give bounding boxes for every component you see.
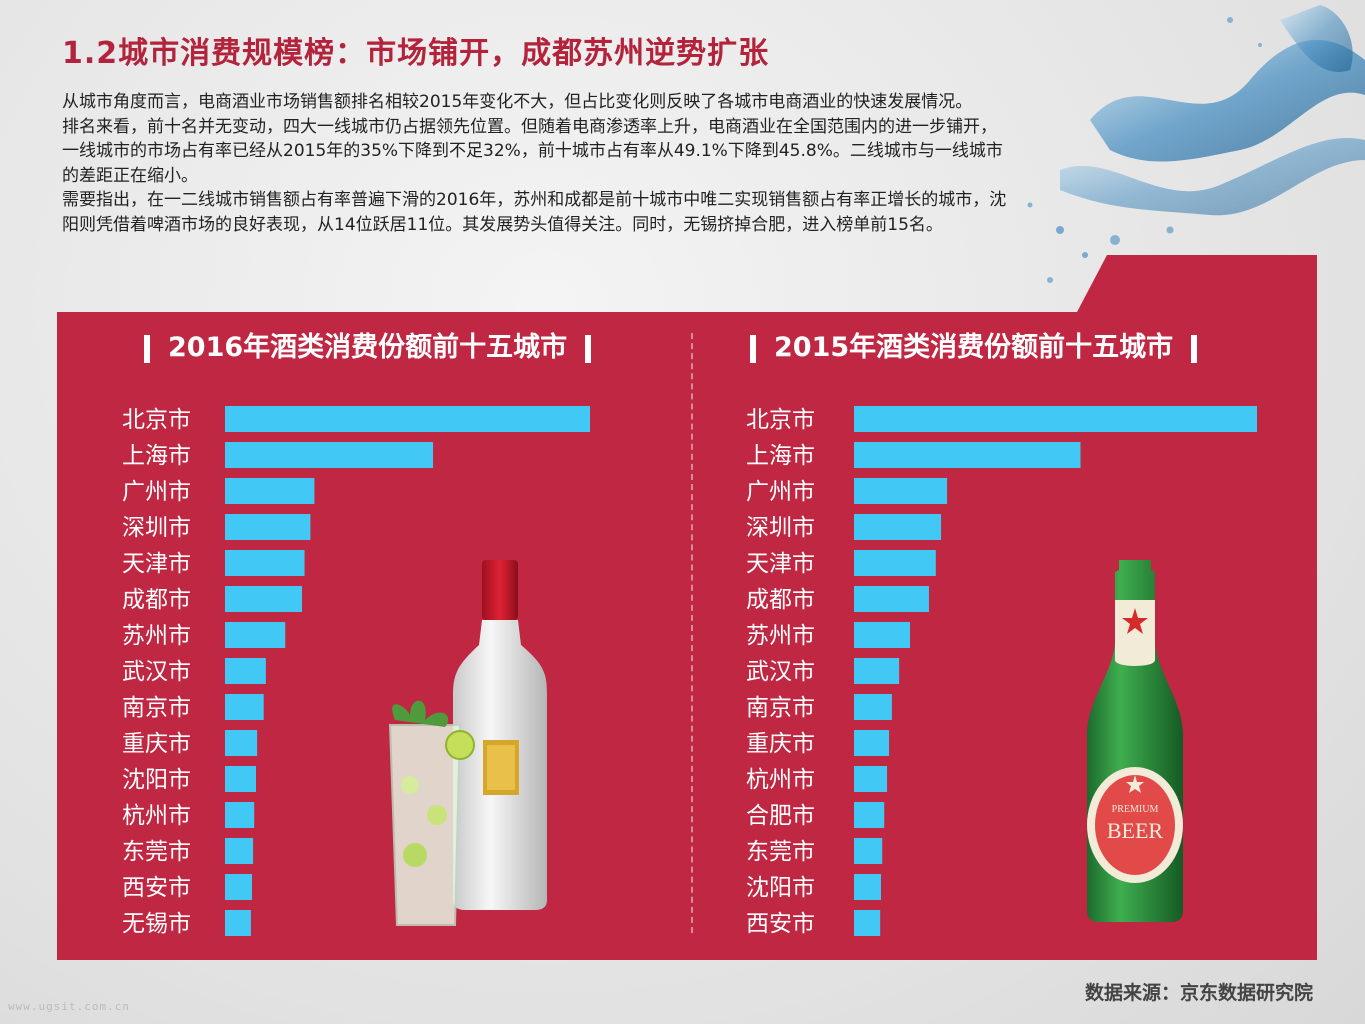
data-source: 数据来源：京东数据研究院 xyxy=(1084,982,1313,1004)
chart-divider xyxy=(691,333,693,933)
beer-label-beer: BEER xyxy=(1107,818,1164,843)
beer-bottle-illustration: PREMIUM BEER xyxy=(1087,560,1183,922)
intro-paragraph-3: 需要指出，在一二线城市销售额占有率普遍下滑的2016年，苏州和成都是前十城市中唯… xyxy=(62,190,1007,235)
chart-title-2016: 2016年酒类消费份额前十五城市 xyxy=(144,333,609,363)
page-title: 1.2城市消费规模榜：市场铺开，成都苏州逆势扩张 xyxy=(62,36,770,71)
liquor-bottle-illustration xyxy=(388,560,547,926)
intro-paragraph-2: 排名来看，前十名并无变动，四大一线城市仍占据领先位置。但随着电商渗透率上升，电商… xyxy=(62,116,1003,186)
beer-label-premium: PREMIUM xyxy=(1112,804,1159,815)
intro-text: 从城市角度而言，电商酒业市场销售额排名相较2015年变化不大，但占比变化则反映了… xyxy=(62,90,1012,237)
intro-paragraph-1: 从城市角度而言，电商酒业市场销售额排名相较2015年变化不大，但占比变化则反映了… xyxy=(62,92,973,112)
water-splash-illustration xyxy=(1027,5,1365,292)
watermark: www.ugsit.com.cn xyxy=(8,1000,130,1013)
chart-title-2015: 2015年酒类消费份额前十五城市 xyxy=(750,333,1215,363)
